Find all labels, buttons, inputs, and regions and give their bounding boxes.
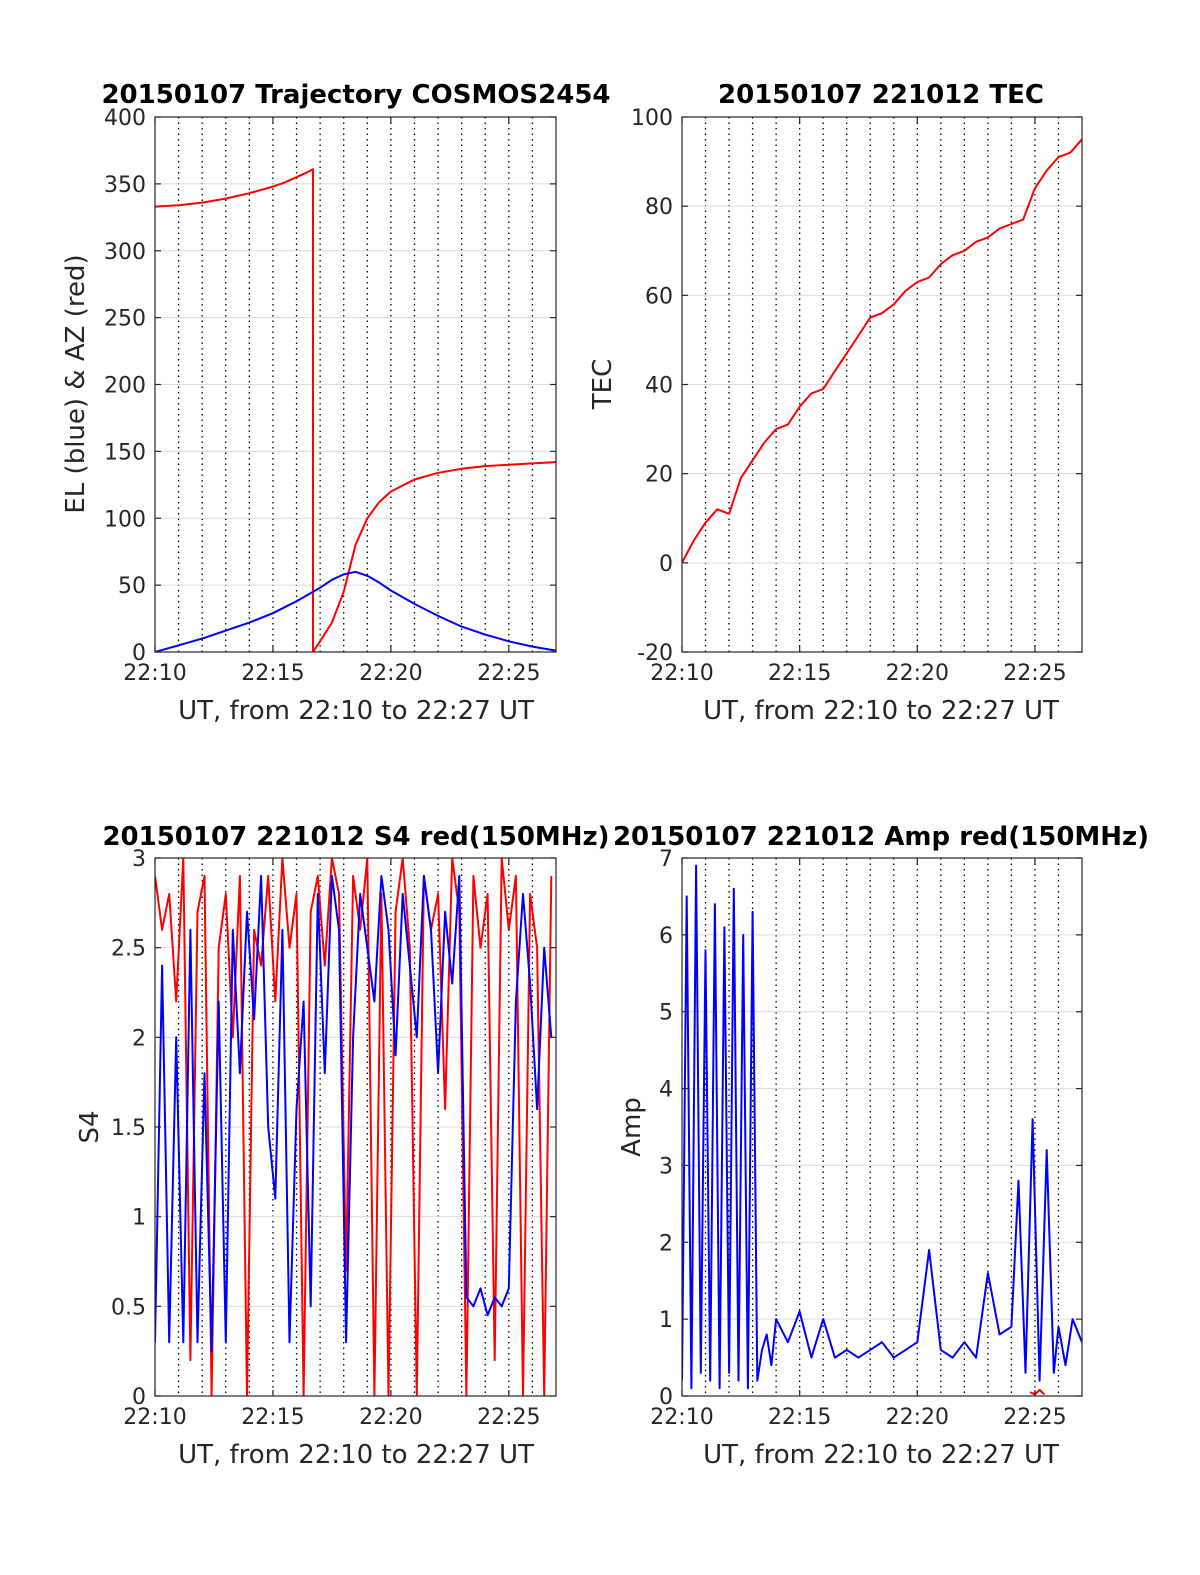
y-axis-label: S4 [75,1110,105,1143]
chart-title: 20150107 221012 Amp red(150MHz) [613,822,1149,852]
x-tick-label: 22:25 [477,661,540,686]
ticks: 22:10 22:15 22:20 22:25 0 0.5 1 1.5 2 2.5 3 [111,847,556,1430]
y-tick-label: 2 [659,1231,673,1256]
plot-area-border [681,857,1083,1397]
x-axis-label: UT, from 22:10 to 22:27 UT [703,1440,1059,1470]
x-tick-label: 22:15 [241,1405,304,1430]
y-tick-label: 0 [132,1385,146,1410]
x-tick-label: 22:15 [768,1405,831,1430]
y-tick-label: 7 [659,847,673,872]
y-tick-label: 100 [104,507,146,532]
y-tick-label: -20 [637,641,673,666]
y-tick-label: 4 [659,1078,673,1103]
x-tick-label: 22:10 [123,1405,186,1430]
series-line [1029,1388,1046,1396]
x-tick-label: 22:20 [359,1405,422,1430]
x-tick-label: 22:25 [1003,1405,1066,1430]
panel-s4: 20150107 221012 S4 red(150MHz) 22:10 22:1… [75,822,610,1470]
y-tick-label: 5 [659,1001,673,1026]
grid [155,117,556,652]
panel-amp: 20150107 221012 Amp red(150MHz) 22:10 22:… [613,822,1149,1470]
x-tick-label: 22:10 [650,1405,713,1430]
y-tick-label: 0 [659,1385,673,1410]
y-tick-label: 20 [645,463,673,488]
y-axis-label: EL (blue) & AZ (red) [61,254,91,513]
x-tick-label: 22:10 [650,661,713,686]
x-tick-label: 22:15 [241,661,304,686]
series-group [155,858,553,1396]
y-tick-label: 50 [118,574,146,599]
y-tick-label: 0 [659,552,673,577]
x-tick-label: 22:10 [123,661,186,686]
x-tick-label: 22:20 [886,661,949,686]
y-axis-label: Amp [617,1097,647,1157]
y-tick-label: 80 [645,195,673,220]
y-tick-label: 40 [645,374,673,399]
x-tick-label: 22:25 [1003,661,1066,686]
x-axis-label: UT, from 22:10 to 22:27 UT [178,696,534,726]
series-line [155,168,556,652]
x-axis-label: UT, from 22:10 to 22:27 UT [178,1440,534,1470]
panel-tec: 20150107 221012 TEC 22:10 22:15 22:20 22:25… [588,80,1083,726]
chart-title: 20150107 221012 S4 red(150MHz) [102,822,609,852]
y-tick-label: 3 [132,847,146,872]
series-line [682,864,1082,1390]
x-axis-label: UT, from 22:10 to 22:27 UT [703,696,1059,726]
y-tick-label: 150 [104,440,146,465]
chart-title: 20150107 Trajectory COSMOS2454 [101,80,610,110]
y-tick-label: 0.5 [111,1295,146,1320]
ticks: 22:10 22:15 22:20 22:25 -20 0 20 40 60 80 100 [631,106,1082,686]
x-tick-label: 22:20 [886,1405,949,1430]
series-line [155,570,556,652]
y-tick-label: 250 [104,307,146,332]
chart-title: 20150107 221012 TEC [718,80,1044,110]
series-group [682,138,1082,564]
y-tick-label: 60 [645,284,673,309]
y-tick-label: 350 [104,173,146,198]
y-tick-label: 300 [104,240,146,265]
y-tick-label: 2 [132,1026,146,1051]
ticks: 22:10 22:15 22:20 22:25 0 50 100 150 200 250 300 35… [104,106,556,686]
ticks: 22:10 22:15 22:20 22:25 0 1 2 3 4 5 6 7 [650,847,1082,1430]
series-line [155,858,553,1396]
x-tick-label: 22:25 [477,1405,540,1430]
series-line [155,874,553,1353]
y-tick-label: 400 [104,106,146,131]
y-tick-label: 2.5 [111,937,146,962]
y-tick-label: 1.5 [111,1116,146,1141]
y-tick-label: 3 [659,1154,673,1179]
panel-trajectory: 20150107 Trajectory COSMOS2454 22:10 22:1… [61,80,611,726]
y-tick-label: 200 [104,374,146,399]
y-tick-label: 6 [659,924,673,949]
series-line [682,138,1082,564]
series-group [682,864,1082,1396]
y-tick-label: 0 [132,641,146,666]
y-tick-label: 100 [631,106,673,131]
y-tick-label: 1 [659,1308,673,1333]
x-tick-label: 22:20 [359,661,422,686]
x-tick-label: 22:15 [768,661,831,686]
y-tick-label: 1 [132,1206,146,1231]
y-axis-label: TEC [588,359,618,410]
series-group [155,168,556,652]
grid [682,117,1082,652]
